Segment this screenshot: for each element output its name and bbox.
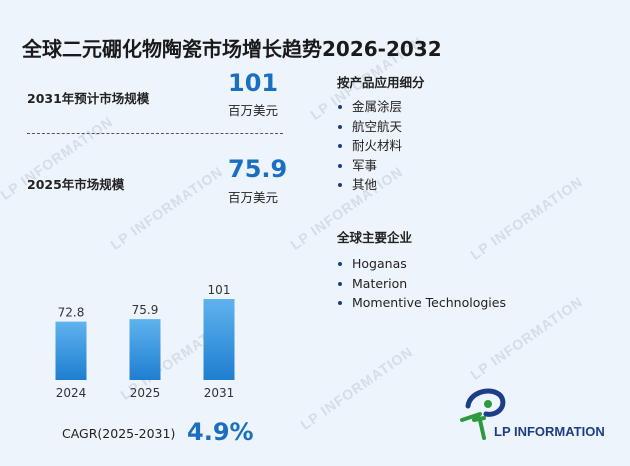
watermark-text: LP INFORMATION [467, 173, 586, 263]
market-size-bar-chart: 72.8 2024 75.9 2025 101 2031 [55, 283, 235, 400]
list-item: Materion [337, 274, 506, 294]
current-unit: 百万美元 [228, 190, 279, 205]
logo-text: LP INFORMATION [494, 424, 605, 439]
divider [27, 133, 283, 134]
list-item: Hoganas [337, 254, 506, 274]
applications-title: 按产品应用细分 [337, 75, 425, 90]
forecast-label: 2031年预计市场规模 [27, 91, 150, 106]
forecast-unit: 百万美元 [228, 103, 279, 118]
current-label: 2025年市场规模 [27, 177, 125, 192]
companies-title: 全球主要企业 [337, 230, 413, 245]
page-title: 全球二元硼化物陶瓷市场增长趋势2026-2032 [22, 37, 442, 61]
bar-2024 [55, 321, 87, 380]
forecast-value: 101 [228, 69, 279, 97]
lp-information-logo-icon [460, 388, 506, 440]
list-item: Momentive Technologies [337, 293, 506, 313]
companies-list: Hoganas Materion Momentive Technologies [337, 254, 506, 313]
list-item: 耐火材料 [337, 136, 402, 156]
bar-value-label: 75.9 [132, 303, 159, 317]
current-value: 75.9 [228, 155, 288, 183]
applications-list: 金属涂层 航空航天 耐火材料 军事 其他 [337, 97, 402, 195]
x-tick-label: 2025 [130, 386, 161, 400]
cagr-value: 4.9% [187, 418, 254, 446]
bar-2025 [129, 319, 161, 380]
watermark-text: LP INFORMATION [297, 343, 416, 433]
list-item: 军事 [337, 156, 402, 176]
bar-value-label: 101 [208, 283, 231, 297]
list-item: 航空航天 [337, 117, 402, 137]
x-tick-label: 2031 [204, 386, 235, 400]
bar-value-label: 72.8 [58, 306, 85, 320]
watermark-text: LP INFORMATION [107, 163, 226, 253]
x-tick-label: 2024 [56, 386, 87, 400]
list-item: 金属涂层 [337, 97, 402, 117]
bar-2031 [203, 299, 235, 380]
cagr-label: CAGR(2025-2031) [62, 426, 176, 441]
list-item: 其他 [337, 175, 402, 195]
